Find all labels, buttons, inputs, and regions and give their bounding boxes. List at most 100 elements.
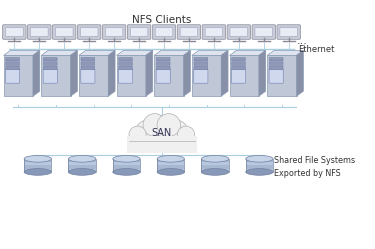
FancyBboxPatch shape (118, 62, 132, 65)
FancyBboxPatch shape (81, 58, 95, 61)
FancyBboxPatch shape (28, 25, 51, 39)
FancyBboxPatch shape (44, 66, 57, 70)
FancyBboxPatch shape (6, 28, 23, 36)
Ellipse shape (113, 155, 140, 162)
FancyBboxPatch shape (157, 169, 184, 172)
FancyBboxPatch shape (280, 28, 297, 36)
FancyBboxPatch shape (118, 58, 132, 61)
Polygon shape (192, 50, 228, 55)
FancyBboxPatch shape (6, 66, 20, 70)
Ellipse shape (201, 169, 229, 175)
FancyBboxPatch shape (180, 28, 198, 36)
FancyBboxPatch shape (201, 169, 229, 172)
Polygon shape (154, 50, 190, 55)
Polygon shape (4, 50, 40, 55)
Ellipse shape (166, 120, 188, 142)
FancyBboxPatch shape (156, 58, 170, 61)
FancyBboxPatch shape (246, 165, 273, 169)
FancyBboxPatch shape (118, 66, 132, 70)
FancyBboxPatch shape (155, 28, 173, 36)
FancyBboxPatch shape (152, 25, 176, 39)
FancyBboxPatch shape (156, 69, 170, 83)
FancyBboxPatch shape (113, 159, 140, 162)
FancyBboxPatch shape (118, 69, 133, 83)
FancyBboxPatch shape (232, 66, 245, 70)
Polygon shape (108, 50, 115, 96)
Polygon shape (267, 50, 303, 55)
Ellipse shape (157, 169, 184, 175)
Polygon shape (79, 50, 115, 55)
FancyBboxPatch shape (80, 28, 98, 36)
Ellipse shape (147, 115, 177, 142)
FancyBboxPatch shape (24, 162, 51, 165)
FancyBboxPatch shape (156, 66, 170, 70)
FancyBboxPatch shape (6, 58, 20, 61)
FancyBboxPatch shape (44, 58, 57, 61)
FancyBboxPatch shape (105, 28, 123, 36)
FancyBboxPatch shape (156, 62, 170, 65)
FancyBboxPatch shape (24, 159, 51, 162)
Ellipse shape (113, 169, 140, 175)
FancyBboxPatch shape (130, 28, 148, 36)
FancyBboxPatch shape (69, 159, 96, 162)
FancyBboxPatch shape (128, 25, 151, 39)
Polygon shape (70, 50, 77, 96)
FancyBboxPatch shape (194, 66, 208, 70)
FancyBboxPatch shape (69, 162, 96, 165)
Polygon shape (259, 50, 266, 96)
FancyBboxPatch shape (157, 159, 184, 162)
FancyBboxPatch shape (277, 25, 300, 39)
FancyBboxPatch shape (227, 25, 251, 39)
FancyBboxPatch shape (81, 66, 95, 70)
FancyBboxPatch shape (201, 162, 229, 165)
Polygon shape (221, 50, 228, 96)
FancyBboxPatch shape (202, 25, 226, 39)
FancyBboxPatch shape (43, 69, 57, 83)
Text: ...: ... (297, 36, 307, 46)
FancyBboxPatch shape (231, 69, 246, 83)
Ellipse shape (157, 155, 184, 162)
FancyBboxPatch shape (232, 58, 245, 61)
FancyBboxPatch shape (246, 162, 273, 165)
Polygon shape (79, 55, 108, 96)
FancyBboxPatch shape (246, 159, 273, 162)
FancyBboxPatch shape (194, 62, 208, 65)
FancyBboxPatch shape (24, 165, 51, 169)
Ellipse shape (201, 155, 229, 162)
FancyBboxPatch shape (205, 28, 223, 36)
FancyBboxPatch shape (269, 69, 283, 83)
Polygon shape (267, 55, 297, 96)
FancyBboxPatch shape (194, 69, 208, 83)
Polygon shape (183, 50, 190, 96)
FancyBboxPatch shape (69, 165, 96, 169)
FancyBboxPatch shape (3, 25, 26, 39)
Polygon shape (117, 50, 153, 55)
Polygon shape (297, 50, 303, 96)
FancyBboxPatch shape (81, 62, 95, 65)
FancyBboxPatch shape (102, 25, 126, 39)
Ellipse shape (24, 169, 51, 175)
FancyBboxPatch shape (269, 66, 283, 70)
Ellipse shape (246, 155, 273, 162)
FancyBboxPatch shape (44, 62, 57, 65)
Polygon shape (154, 55, 183, 96)
FancyBboxPatch shape (194, 58, 208, 61)
Polygon shape (33, 50, 40, 96)
Polygon shape (4, 55, 33, 96)
FancyBboxPatch shape (127, 135, 197, 153)
FancyBboxPatch shape (177, 25, 201, 39)
FancyBboxPatch shape (255, 28, 273, 36)
FancyBboxPatch shape (201, 159, 229, 162)
FancyBboxPatch shape (113, 169, 140, 172)
Ellipse shape (143, 114, 166, 136)
FancyBboxPatch shape (230, 28, 248, 36)
FancyBboxPatch shape (246, 169, 273, 172)
Polygon shape (146, 50, 153, 96)
FancyBboxPatch shape (81, 69, 95, 83)
Polygon shape (192, 55, 221, 96)
Polygon shape (41, 50, 77, 55)
Text: NFS Clients: NFS Clients (132, 15, 192, 25)
Ellipse shape (69, 155, 96, 162)
FancyBboxPatch shape (6, 62, 20, 65)
Polygon shape (117, 55, 146, 96)
